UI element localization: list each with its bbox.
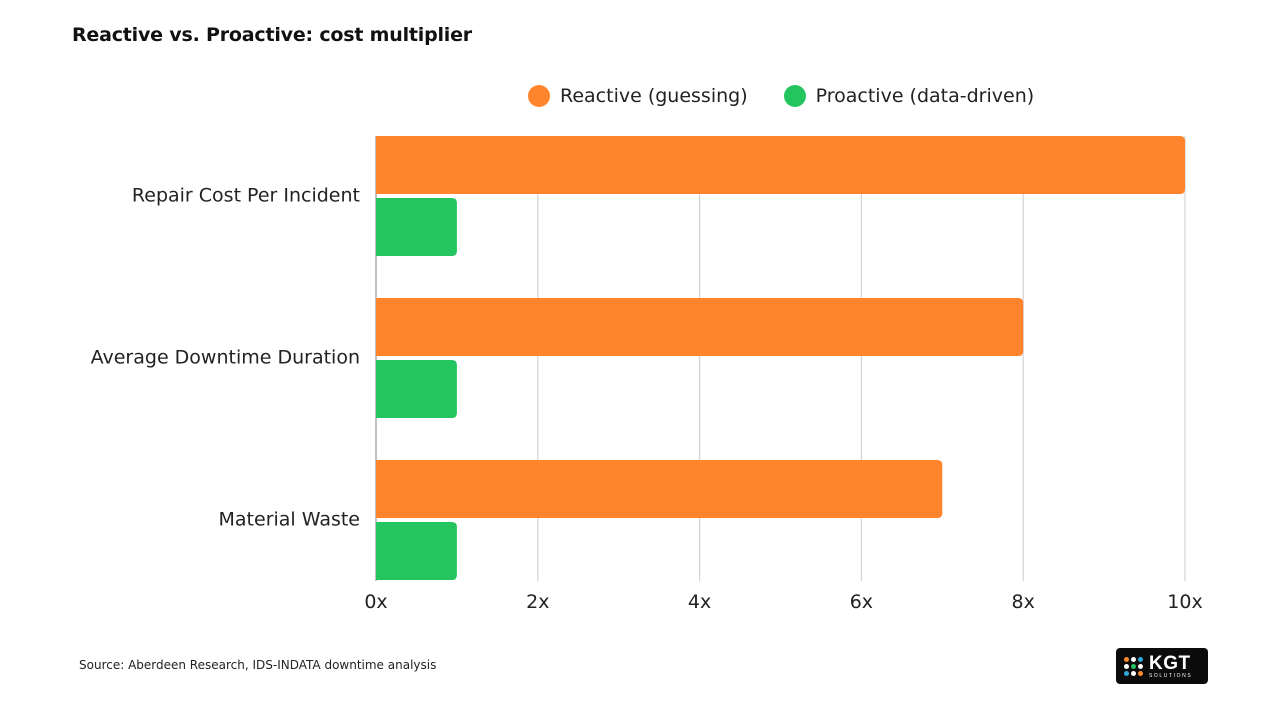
bar-proactive-0 [376,198,457,256]
source-note: Source: Aberdeen Research, IDS-INDATA do… [79,658,437,672]
logo-sub-text: SOLUTIONS [1149,672,1193,679]
x-tick-label-2: 2x [526,591,549,613]
legend-label-proactive: Proactive (data-driven) [815,85,1035,107]
legend-item-reactive: Reactive (guessing) [528,85,748,107]
chart-title: Reactive vs. Proactive: cost multiplier [72,24,472,46]
legend-swatch-reactive [528,85,550,107]
logo-text: KGT SOLUTIONS [1149,654,1192,679]
category-label-2: Material Waste [219,509,360,531]
x-tick-label-4: 4x [688,591,711,613]
bar-proactive-1 [376,360,457,418]
bar-proactive-2 [376,522,457,580]
x-tick-label-0: 0x [364,591,387,613]
bar-reactive-0 [376,136,1185,194]
legend-item-proactive: Proactive (data-driven) [783,85,1035,107]
bar-chart-plot: Repair Cost Per Incident Average Downtime… [91,136,1203,613]
kgt-solutions-logo: KGT SOLUTIONS [1116,648,1208,684]
logo-dots-icon [1124,656,1143,676]
bar-reactive-1 [376,298,1024,356]
category-label-0: Repair Cost Per Incident [132,185,360,207]
chart-legend: Reactive (guessing) Proactive (data-driv… [528,82,1070,110]
x-tick-label-6: 6x [850,591,873,613]
category-label-1: Average Downtime Duration [91,347,360,369]
logo-main-text: KGT [1149,652,1191,674]
x-tick-label-8: 8x [1012,591,1035,613]
x-tick-label-10: 10x [1167,591,1202,613]
legend-swatch-proactive [783,85,806,107]
legend-label-reactive: Reactive (guessing) [560,85,748,107]
bar-reactive-2 [376,460,943,518]
